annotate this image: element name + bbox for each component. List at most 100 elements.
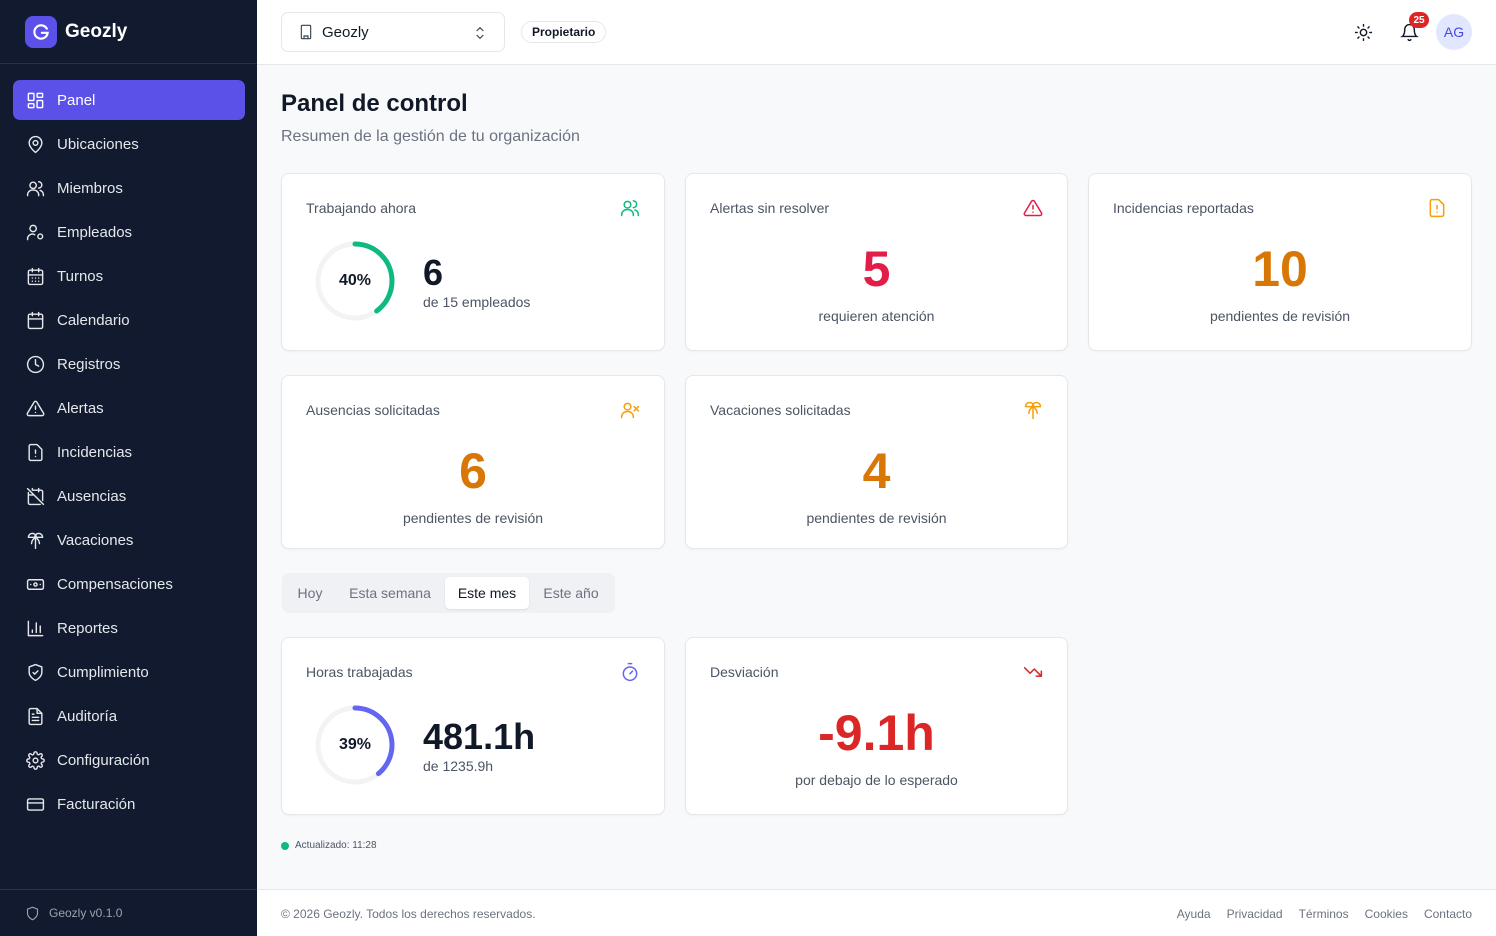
footer-link-terminos[interactable]: Términos bbox=[1298, 907, 1349, 921]
footer-link-cookies[interactable]: Cookies bbox=[1364, 907, 1408, 921]
absences-card[interactable]: Ausencias solicitadas 6 pendientes de re… bbox=[281, 375, 665, 549]
sidebar-item-auditoria[interactable]: Auditoría bbox=[13, 696, 245, 736]
vacations-card[interactable]: Vacaciones solicitadas 4 pendientes de r… bbox=[685, 375, 1068, 549]
building-icon bbox=[300, 24, 312, 40]
sun-icon bbox=[1354, 23, 1372, 41]
gear-icon bbox=[25, 750, 45, 770]
bell-icon bbox=[1399, 23, 1419, 41]
palm-tree-icon bbox=[25, 530, 45, 550]
footer-link-ayuda[interactable]: Ayuda bbox=[1176, 907, 1211, 921]
incidents-value: 10 bbox=[1252, 241, 1308, 297]
sidebar-item-facturacion[interactable]: Facturación bbox=[13, 784, 245, 824]
working-now-card[interactable]: Trabajando ahora 40% 6 de 15 empleados bbox=[281, 173, 665, 351]
card-title: Incidencias reportadas bbox=[1113, 200, 1254, 216]
sidebar-item-label: Cumplimiento bbox=[57, 663, 149, 681]
page-title: Panel de control bbox=[281, 90, 468, 117]
alerts-value: 5 bbox=[862, 241, 891, 297]
incidents-sub: pendientes de revisión bbox=[1209, 308, 1351, 324]
footer-link-contacto[interactable]: Contacto bbox=[1423, 907, 1472, 921]
sidebar-item-configuracion[interactable]: Configuración bbox=[13, 740, 245, 780]
banknote-icon bbox=[25, 574, 45, 594]
users-icon bbox=[620, 198, 640, 218]
file-alert-icon bbox=[1427, 198, 1447, 218]
sidebar-item-label: Reportes bbox=[57, 619, 118, 637]
calendar-grid-icon bbox=[25, 266, 45, 286]
working-progress-arc bbox=[315, 241, 395, 321]
users-icon bbox=[25, 178, 45, 198]
tab-este-ano[interactable]: Este año bbox=[543, 585, 599, 601]
card-title: Horas trabajadas bbox=[306, 664, 413, 680]
hours-sub: de 1235.9h bbox=[423, 758, 494, 774]
sidebar-item-label: Registros bbox=[57, 355, 121, 373]
geozly-logo-icon bbox=[25, 15, 57, 48]
status-dot bbox=[281, 841, 289, 850]
sidebar-item-calendario[interactable]: Calendario bbox=[13, 300, 245, 340]
shield-check-icon bbox=[25, 662, 45, 682]
app-version: Geozly v0.1.0 bbox=[49, 906, 123, 920]
last-updated-text: Actualizado: 11:28 bbox=[295, 840, 377, 851]
sidebar-item-cumplimiento[interactable]: Cumplimiento bbox=[13, 652, 245, 692]
sidebar-item-label: Calendario bbox=[57, 311, 130, 329]
alerts-card[interactable]: Alertas sin resolver 5 requieren atenció… bbox=[685, 173, 1068, 351]
organization-name: Geozly bbox=[322, 23, 369, 41]
vacations-value: 4 bbox=[862, 443, 891, 499]
alerts-sub: requieren atención bbox=[818, 308, 935, 324]
working-now-sub: de 15 empleados bbox=[423, 294, 531, 310]
sidebar-item-label: Configuración bbox=[57, 751, 150, 769]
sidebar-item-label: Ausencias bbox=[57, 487, 127, 505]
sidebar-item-alertas[interactable]: Alertas bbox=[13, 388, 245, 428]
palm-tree-icon bbox=[1023, 400, 1043, 420]
sidebar-item-miembros[interactable]: Miembros bbox=[13, 168, 245, 208]
tab-hoy[interactable]: Hoy bbox=[297, 585, 323, 601]
sidebar-item-empleados[interactable]: Empleados bbox=[13, 212, 245, 252]
sidebar-item-ausencias[interactable]: Ausencias bbox=[13, 476, 245, 516]
clock-icon bbox=[25, 354, 45, 374]
file-text-icon bbox=[25, 706, 45, 726]
sidebar-item-reportes[interactable]: Reportes bbox=[13, 608, 245, 648]
theme-toggle-button[interactable] bbox=[1351, 20, 1375, 44]
alert-triangle-icon bbox=[1023, 198, 1043, 218]
sidebar-item-incidencias[interactable]: Incidencias bbox=[13, 432, 245, 472]
organization-selector[interactable]: Geozly bbox=[281, 12, 505, 52]
notifications-button[interactable] bbox=[1397, 20, 1421, 44]
sidebar-footer: Geozly v0.1.0 bbox=[0, 889, 257, 936]
file-alert-icon bbox=[25, 442, 45, 462]
calendar-icon bbox=[25, 310, 45, 330]
sidebar-item-label: Miembros bbox=[57, 179, 123, 197]
sidebar-item-turnos[interactable]: Turnos bbox=[13, 256, 245, 296]
incidents-card[interactable]: Incidencias reportadas 10 pendientes de … bbox=[1088, 173, 1472, 351]
deviation-card[interactable]: Desviación -9.1h por debajo de lo espera… bbox=[685, 637, 1068, 815]
page-footer: © 2026 Geozly. Todos los derechos reserv… bbox=[257, 889, 1496, 936]
card-title: Alertas sin resolver bbox=[710, 200, 830, 216]
absences-sub: pendientes de revisión bbox=[402, 510, 544, 526]
sidebar-item-label: Ubicaciones bbox=[57, 135, 139, 153]
notifications-count-badge: 25 bbox=[1409, 12, 1429, 28]
working-percent-label: 40% bbox=[338, 272, 372, 289]
sidebar-item-label: Empleados bbox=[57, 223, 133, 241]
sidebar-item-label: Vacaciones bbox=[57, 531, 134, 549]
chevrons-up-down-icon bbox=[476, 26, 484, 40]
hours-progress-ring bbox=[315, 705, 395, 785]
hours-worked-card[interactable]: Horas trabajadas 39% 481.1h de 1235.9h bbox=[281, 637, 665, 815]
sidebar-item-compensaciones[interactable]: Compensaciones bbox=[13, 564, 245, 604]
footer-links: Ayuda Privacidad Términos Cookies Contac… bbox=[1177, 907, 1472, 921]
footer-link-privacidad[interactable]: Privacidad bbox=[1226, 907, 1283, 921]
sidebar-item-registros[interactable]: Registros bbox=[13, 344, 245, 384]
sidebar-item-label: Incidencias bbox=[57, 443, 133, 461]
tab-este-mes[interactable]: Este mes bbox=[445, 577, 529, 609]
sidebar-item-vacaciones[interactable]: Vacaciones bbox=[13, 520, 245, 560]
user-cog-icon bbox=[25, 222, 45, 242]
tab-esta-semana[interactable]: Esta semana bbox=[349, 585, 431, 601]
timer-icon bbox=[620, 662, 640, 682]
deviation-sub: por debajo de lo esperado bbox=[795, 772, 958, 788]
copyright: © 2026 Geozly. Todos los derechos reserv… bbox=[281, 907, 536, 921]
sidebar-item-ubicaciones[interactable]: Ubicaciones bbox=[13, 124, 245, 164]
deviation-value: -9.1h bbox=[818, 705, 935, 761]
card-title: Trabajando ahora bbox=[306, 200, 417, 216]
page-subtitle: Resumen de la gestión de tu organización bbox=[281, 128, 580, 145]
hours-progress-arc bbox=[315, 705, 395, 785]
user-avatar[interactable]: AG bbox=[1436, 14, 1472, 50]
grid-icon bbox=[25, 90, 45, 110]
brand[interactable]: Geozly bbox=[0, 0, 257, 64]
sidebar-item-panel[interactable]: Panel bbox=[13, 80, 245, 120]
